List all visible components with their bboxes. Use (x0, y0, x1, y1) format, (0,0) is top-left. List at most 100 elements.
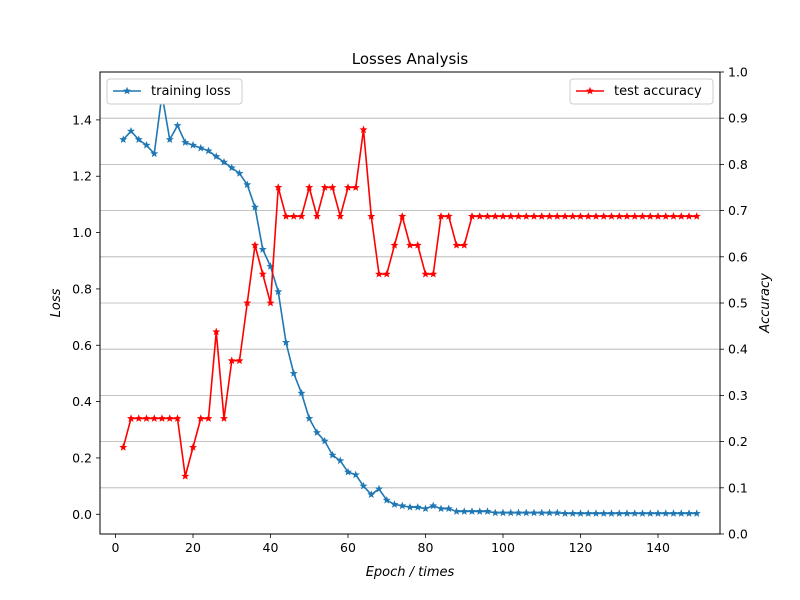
data-point-test-accuracy (607, 212, 616, 220)
data-point-test-accuracy (227, 356, 236, 365)
data-point-training-loss (359, 481, 368, 490)
data-point-test-accuracy (506, 212, 515, 220)
data-point-training-loss (282, 338, 290, 346)
data-point-test-accuracy (158, 414, 166, 422)
data-point-training-loss (227, 163, 236, 172)
data-point-test-accuracy (134, 414, 143, 422)
data-point-training-loss (514, 508, 523, 517)
data-point-training-loss (196, 143, 205, 152)
data-point-training-loss (677, 509, 686, 517)
y-left-tick-label: 0.6 (72, 338, 92, 353)
y-left-tick-label: 1.4 (72, 112, 92, 127)
x-tick-label: 40 (263, 540, 279, 555)
data-point-test-accuracy (181, 472, 190, 480)
data-point-test-accuracy (553, 212, 562, 220)
plot-series (119, 90, 701, 517)
data-point-test-accuracy (212, 327, 221, 336)
data-point-test-accuracy (351, 183, 360, 191)
x-axis-ticks: 0 20 40 60 80 100 120 140 (112, 534, 670, 555)
data-point-test-accuracy (305, 183, 314, 191)
x-axis-label: Epoch / times (366, 565, 455, 580)
data-point-training-loss (406, 503, 414, 511)
data-point-test-accuracy (150, 414, 159, 422)
y-left-tick-label: 0.2 (72, 450, 92, 465)
data-point-training-loss (297, 388, 306, 397)
x-tick-label: 100 (491, 540, 515, 555)
data-point-training-loss (561, 509, 569, 517)
data-point-test-accuracy (692, 212, 701, 220)
data-point-test-accuracy (406, 241, 414, 249)
data-point-training-loss (375, 484, 383, 493)
data-point-test-accuracy (320, 183, 329, 191)
data-point-training-loss (661, 509, 670, 517)
data-point-test-accuracy (452, 241, 461, 249)
data-point-test-accuracy (375, 269, 383, 278)
data-point-training-loss (150, 149, 159, 158)
data-point-test-accuracy (274, 183, 283, 191)
data-point-training-loss (623, 509, 631, 517)
data-point-test-accuracy (413, 241, 422, 249)
data-point-training-loss (429, 501, 438, 510)
data-point-test-accuracy (258, 269, 267, 278)
data-point-test-accuracy (646, 212, 655, 220)
data-point-test-accuracy (561, 212, 569, 220)
data-point-test-accuracy (522, 212, 531, 220)
data-point-test-accuracy (127, 414, 135, 422)
data-point-test-accuracy (336, 212, 345, 220)
data-point-training-loss (289, 369, 298, 377)
data-point-test-accuracy (328, 183, 337, 191)
y-left-tick-label: 0.8 (72, 281, 92, 296)
data-point-test-accuracy (313, 212, 321, 220)
data-point-test-accuracy (677, 212, 686, 220)
data-point-test-accuracy (460, 241, 469, 249)
data-point-test-accuracy (367, 212, 376, 220)
data-point-training-loss (615, 509, 624, 517)
data-point-test-accuracy (576, 212, 585, 220)
data-point-test-accuracy (468, 212, 476, 220)
data-point-test-accuracy (654, 212, 662, 220)
data-point-test-accuracy (599, 212, 608, 220)
data-point-training-loss (692, 509, 701, 517)
x-tick-label: 20 (185, 540, 201, 555)
y-right-tick-label: 0.5 (728, 296, 748, 311)
data-point-test-accuracy (437, 212, 445, 220)
data-point-test-accuracy (398, 212, 407, 220)
data-point-training-loss (452, 507, 461, 515)
x-tick-label: 60 (340, 540, 356, 555)
data-point-test-accuracy (483, 212, 492, 220)
legend-label-test-accuracy: test accuracy (614, 84, 702, 99)
data-point-training-loss (336, 456, 345, 465)
y-left-tick-label: 0.4 (72, 394, 92, 409)
y-left-tick-label: 1.0 (72, 225, 92, 240)
data-point-test-accuracy (530, 212, 538, 220)
data-point-training-loss (584, 509, 593, 517)
data-point-training-loss (305, 414, 314, 422)
data-point-training-loss (382, 496, 391, 504)
data-point-training-loss (235, 169, 244, 177)
data-point-test-accuracy (491, 212, 500, 220)
legend-label-training-loss: training loss (151, 84, 231, 99)
data-point-test-accuracy (266, 298, 275, 307)
data-point-test-accuracy (220, 414, 228, 422)
data-point-test-accuracy (499, 212, 507, 220)
data-point-test-accuracy (568, 212, 577, 220)
data-point-training-loss (499, 508, 507, 517)
data-point-training-loss (313, 428, 321, 436)
data-point-training-loss (390, 500, 399, 508)
data-point-test-accuracy (142, 414, 151, 422)
y-right-tick-label: 0.4 (728, 342, 748, 357)
data-point-training-loss (437, 504, 445, 513)
data-point-training-loss (669, 509, 678, 517)
data-point-training-loss (475, 507, 484, 515)
data-point-training-loss (127, 126, 135, 135)
data-point-test-accuracy (251, 241, 259, 249)
data-point-test-accuracy (119, 443, 128, 451)
data-point-training-loss (599, 509, 608, 517)
data-point-training-loss (398, 501, 407, 510)
data-point-training-loss (181, 138, 190, 146)
data-point-test-accuracy (204, 414, 213, 422)
y-right-tick-label: 0.9 (728, 111, 748, 126)
data-point-training-loss (243, 180, 252, 189)
data-point-test-accuracy (189, 443, 197, 451)
legend-test-accuracy: test accuracy (569, 78, 714, 105)
